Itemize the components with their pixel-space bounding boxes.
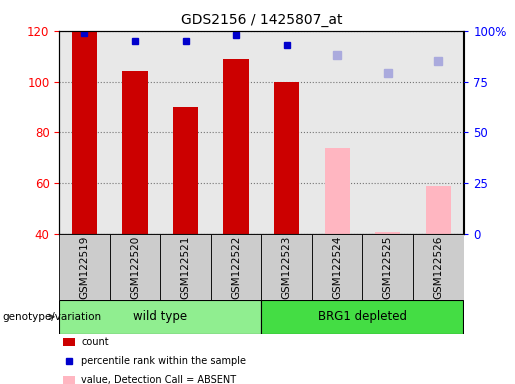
Text: GSM122519: GSM122519 — [79, 235, 90, 299]
Bar — [261, 300, 464, 334]
Bar — [173, 107, 198, 234]
Bar — [363, 234, 413, 300]
Bar — [425, 186, 451, 234]
Text: percentile rank within the sample: percentile rank within the sample — [81, 356, 247, 366]
Bar — [63, 376, 75, 384]
Bar — [211, 234, 261, 300]
Text: GSM122521: GSM122521 — [181, 235, 191, 299]
Text: GSM122525: GSM122525 — [383, 235, 393, 299]
Bar — [110, 234, 160, 300]
Title: GDS2156 / 1425807_at: GDS2156 / 1425807_at — [181, 13, 342, 27]
Bar — [274, 82, 299, 234]
Bar — [261, 234, 312, 300]
Text: wild type: wild type — [133, 310, 187, 323]
Text: GSM122522: GSM122522 — [231, 235, 241, 299]
Text: GSM122526: GSM122526 — [433, 235, 443, 299]
Text: genotype/variation: genotype/variation — [3, 312, 101, 322]
Bar — [160, 234, 211, 300]
Bar — [59, 234, 110, 300]
Bar — [72, 31, 97, 234]
Bar — [123, 71, 148, 234]
Bar — [59, 300, 261, 334]
Bar — [375, 232, 400, 234]
Text: GSM122520: GSM122520 — [130, 235, 140, 298]
Text: count: count — [81, 337, 109, 347]
Bar — [413, 234, 464, 300]
Text: GSM122523: GSM122523 — [282, 235, 291, 299]
Bar — [224, 59, 249, 234]
Text: value, Detection Call = ABSENT: value, Detection Call = ABSENT — [81, 375, 236, 384]
Bar — [312, 234, 363, 300]
Text: GSM122524: GSM122524 — [332, 235, 342, 299]
Bar — [324, 148, 350, 234]
Bar — [63, 338, 75, 346]
Text: BRG1 depleted: BRG1 depleted — [318, 310, 407, 323]
